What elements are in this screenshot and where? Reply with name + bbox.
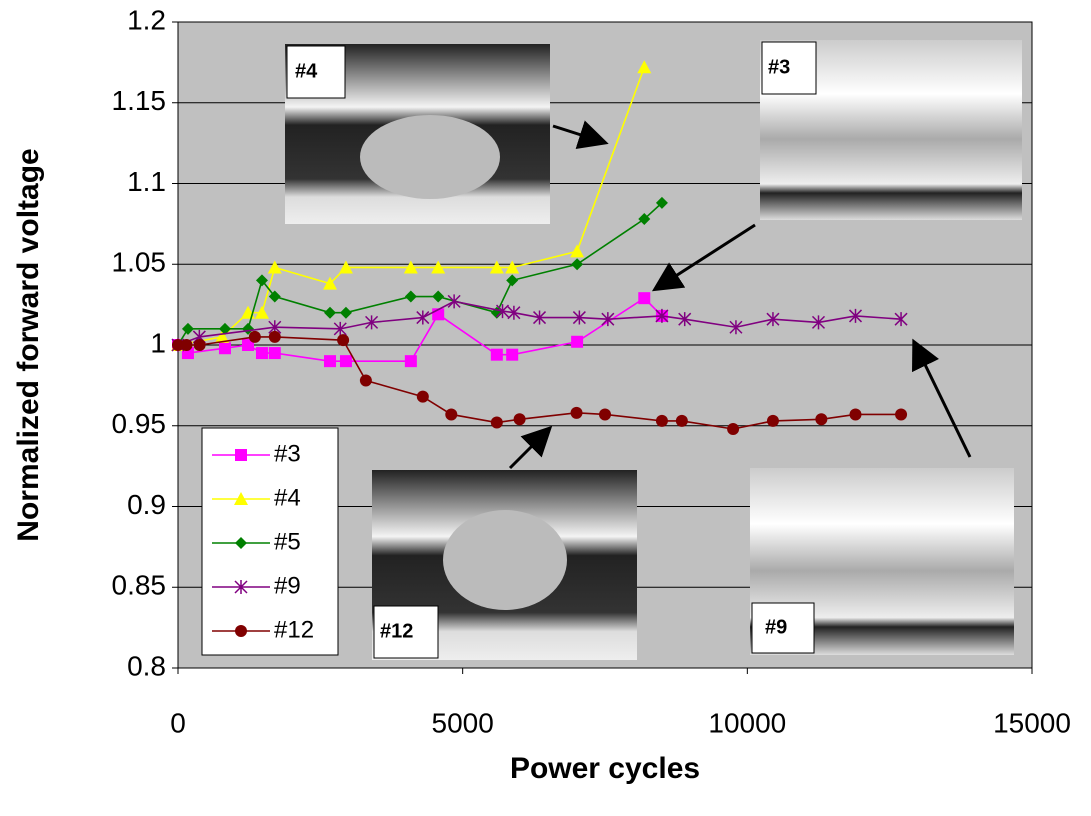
marker <box>815 413 827 425</box>
marker <box>405 355 417 367</box>
y-tick-label: 1 <box>150 327 166 358</box>
inset-image <box>360 115 500 199</box>
y-tick-label: 1.15 <box>112 85 167 116</box>
legend-label: #3 <box>274 440 301 467</box>
marker <box>417 391 429 403</box>
x-tick-label: 10000 <box>708 707 786 738</box>
marker <box>727 423 739 435</box>
inset-label: #4 <box>295 60 318 82</box>
y-tick-label: 1.05 <box>112 247 167 278</box>
marker <box>256 347 268 359</box>
legend-label: #4 <box>274 484 301 511</box>
inset-label: #9 <box>765 616 787 638</box>
y-axis-title: Normalized forward voltage <box>12 148 45 541</box>
marker <box>676 415 688 427</box>
marker <box>194 339 206 351</box>
legend-label: #5 <box>274 528 301 555</box>
legend-marker <box>235 625 247 637</box>
marker <box>491 417 503 429</box>
y-tick-label: 0.95 <box>112 408 167 439</box>
marker <box>219 342 231 354</box>
marker <box>571 336 583 348</box>
inset-image <box>443 510 567 610</box>
legend <box>202 428 338 655</box>
marker <box>360 375 372 387</box>
marker <box>656 415 668 427</box>
marker <box>269 347 281 359</box>
marker <box>181 339 193 351</box>
marker <box>249 331 261 343</box>
marker <box>340 355 352 367</box>
x-tick-label: 5000 <box>432 707 494 738</box>
x-tick-label: 15000 <box>993 707 1071 738</box>
inset-label: #3 <box>768 56 790 78</box>
y-tick-label: 1.1 <box>127 166 166 197</box>
y-tick-label: 0.85 <box>112 570 167 601</box>
chart: 0.8 0.85 0.9 0.95 1 1.05 1.1 1.15 1.2 0 5000 10000 1… <box>0 0 1091 816</box>
marker <box>850 408 862 420</box>
y-tick-label: 1.2 <box>127 4 166 35</box>
marker <box>514 413 526 425</box>
marker <box>895 408 907 420</box>
marker <box>571 407 583 419</box>
legend-label: #9 <box>274 572 301 599</box>
marker <box>491 349 503 361</box>
marker <box>767 415 779 427</box>
y-tick-label: 0.8 <box>127 650 166 681</box>
x-tick-label: 0 <box>170 707 186 738</box>
marker <box>269 331 281 343</box>
marker <box>445 408 457 420</box>
inset-label: #12 <box>380 620 413 642</box>
x-axis-title: Power cycles <box>510 752 700 785</box>
y-tick-label: 0.9 <box>127 489 166 520</box>
legend-label: #12 <box>274 616 314 643</box>
marker <box>506 349 518 361</box>
marker <box>638 292 650 304</box>
legend-marker <box>235 449 247 461</box>
marker <box>337 334 349 346</box>
marker <box>324 355 336 367</box>
marker <box>599 408 611 420</box>
